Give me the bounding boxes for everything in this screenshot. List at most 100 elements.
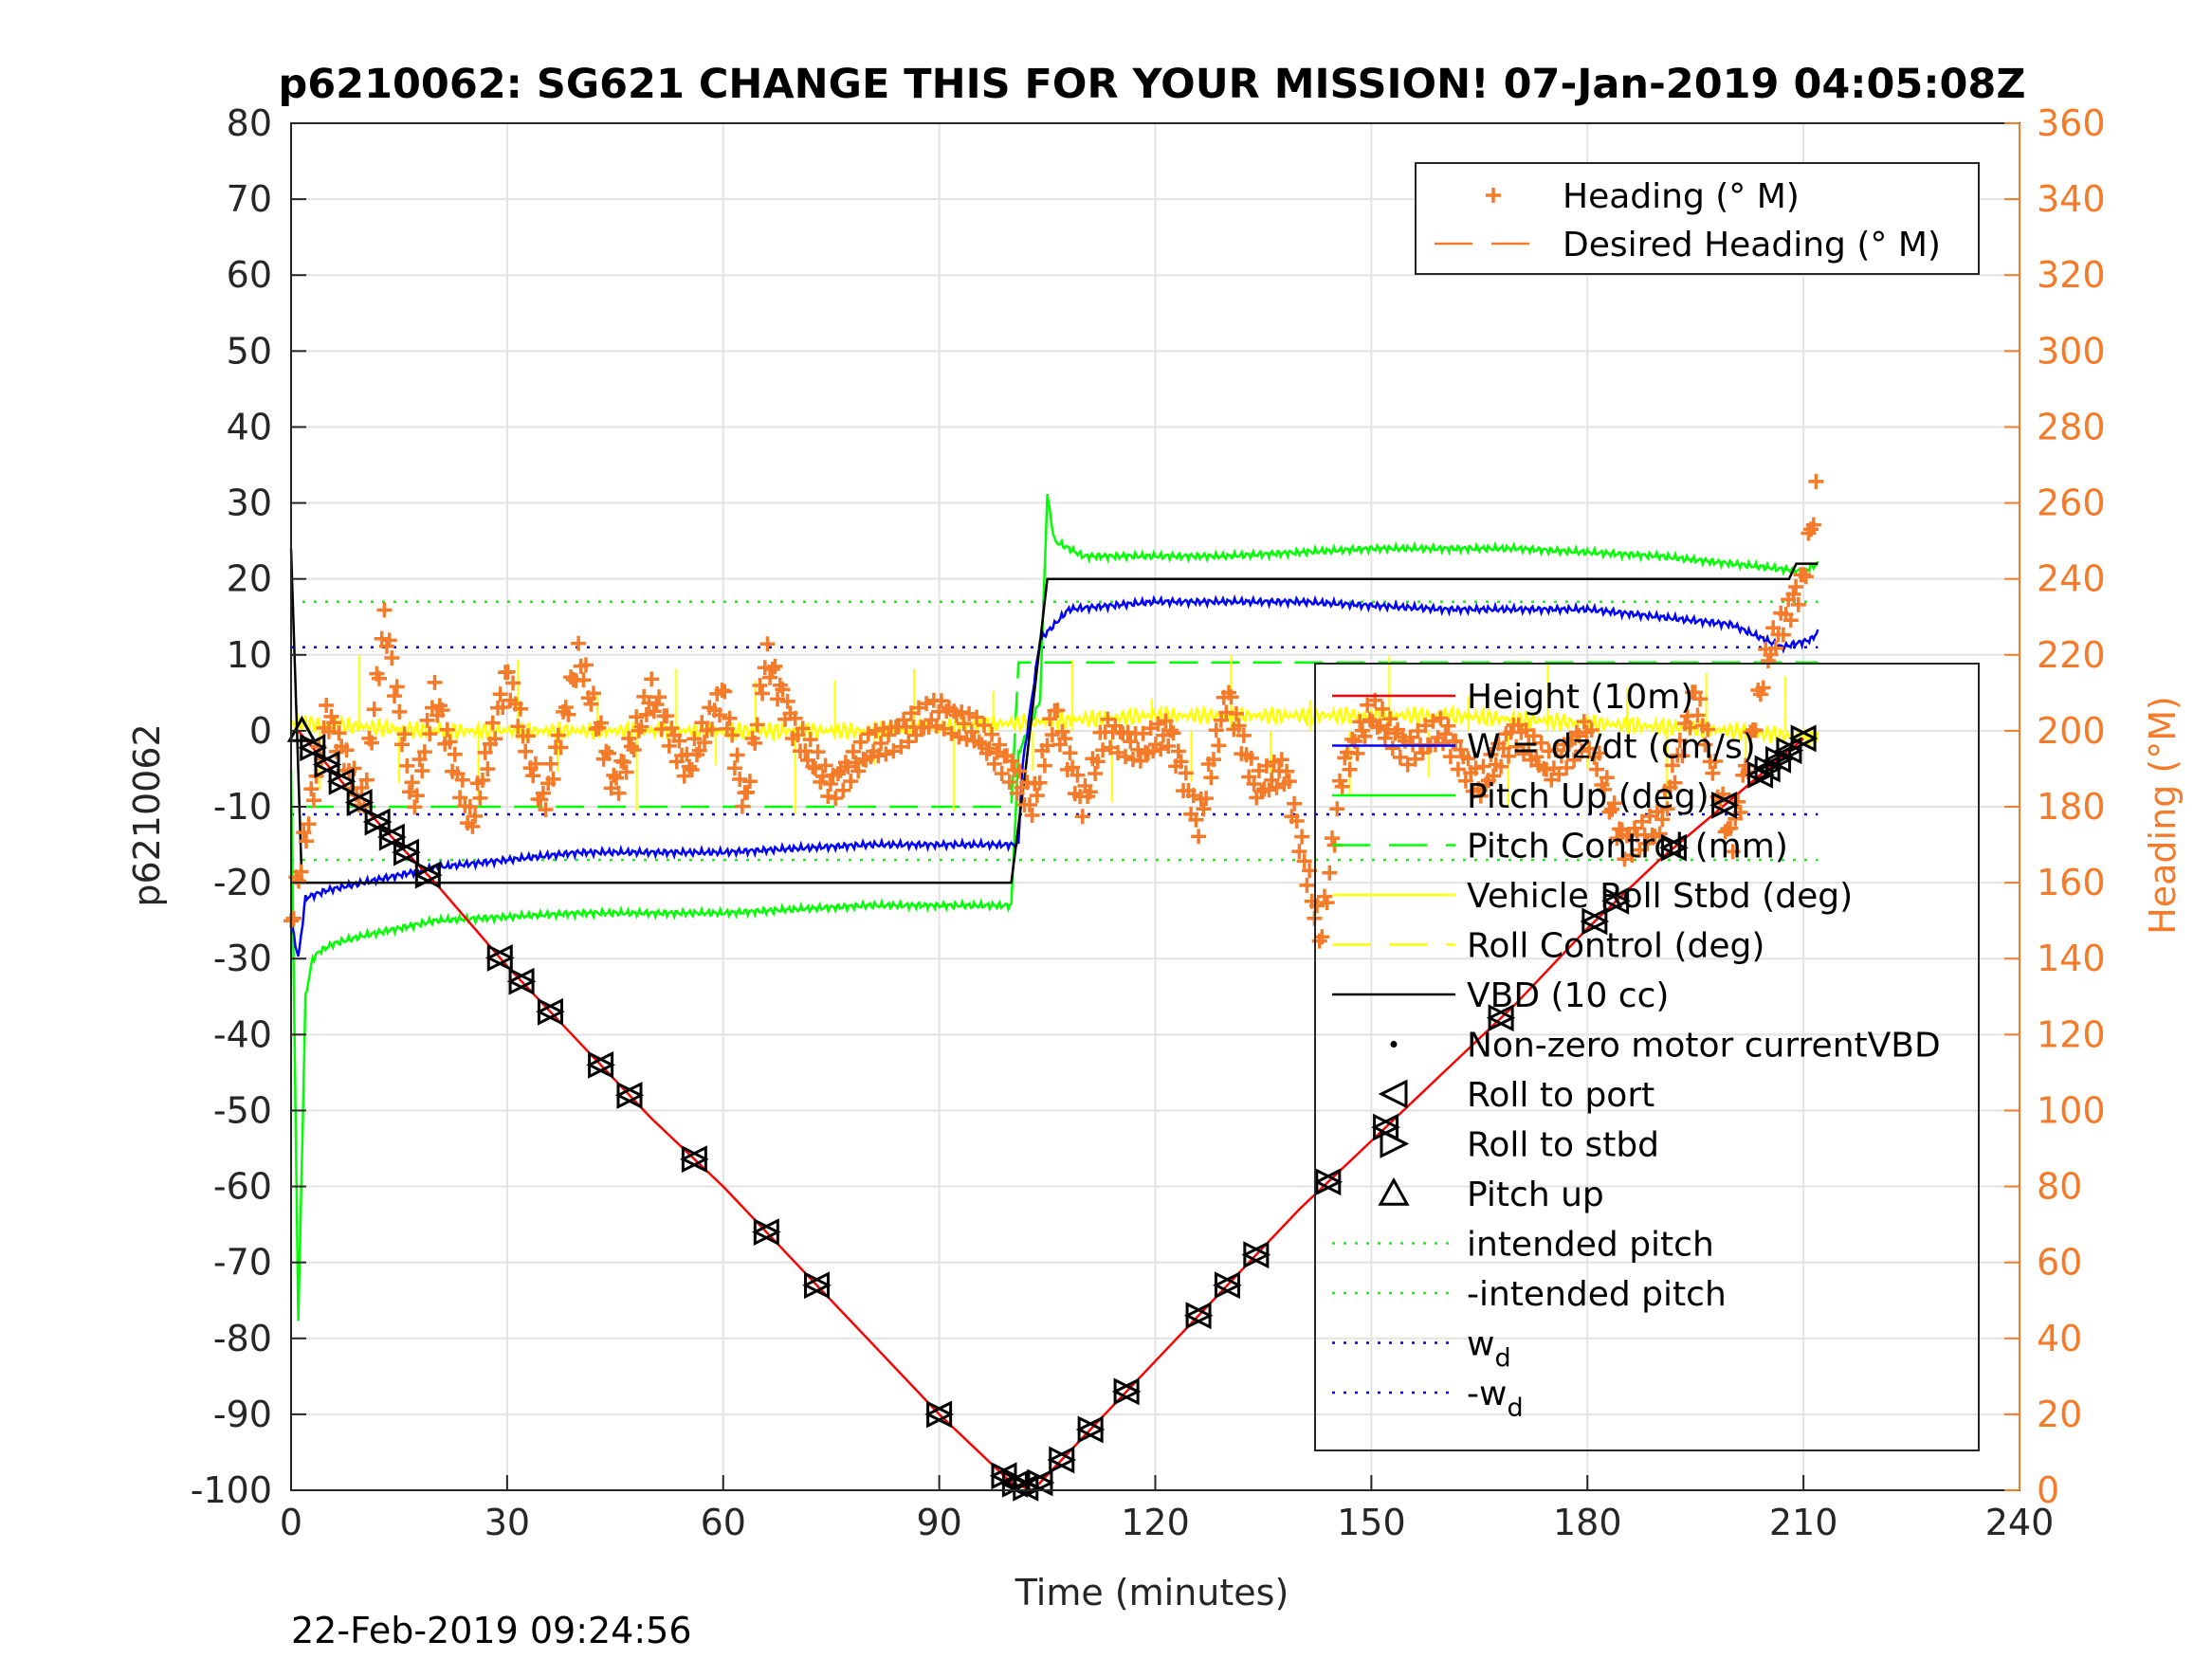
y2-tick-label: 20 [2037,1394,2082,1435]
y-tick-label: -60 [213,1166,272,1208]
roll-to-stbd-marker [1185,1302,1214,1330]
x-tick-label: 0 [280,1502,302,1543]
roll-to-stbd-marker [1049,1446,1077,1474]
x-tick-label: 60 [701,1502,746,1543]
roll-to-stbd-marker [1488,1004,1516,1032]
reference-lines [291,600,1819,862]
legend-label: Roll Control (deg) [1467,927,1764,966]
roll-to-stbd-marker [1027,1468,1055,1497]
y2-axis-ticks: 3603403203002802602402202001801601401201… [2004,102,2106,1511]
roll-to-stbd-marker [1013,1473,1041,1502]
y-tick-label: -30 [213,938,272,979]
legend-symbol [1380,1129,1410,1158]
roll-to-stbd-marker [378,823,407,851]
y-tick-label: 10 [227,634,272,676]
pitch-up-marker [286,715,317,742]
legend-symbol [1378,1079,1408,1109]
roll-to-stbd-marker [364,808,393,836]
legend-symbol [1390,1041,1398,1048]
x-tick-label: 90 [916,1502,961,1543]
legend-label: Roll to stbd [1467,1126,1659,1165]
y2-tick-label: 100 [2037,1089,2106,1131]
roll-to-stbd-marker [1603,886,1631,915]
roll-to-stbd-marker [393,838,421,866]
y2-tick-label: 360 [2037,102,2106,144]
series-pitch-up [289,494,1819,1322]
y-tick-label: 30 [227,483,272,524]
legend-heading: Heading (° M) Desired Heading (° M) [1415,162,1980,275]
y-tick-label: -40 [213,1013,272,1055]
y2-tick-label: 280 [2037,406,2106,447]
roll-to-stbd-marker [1660,833,1689,862]
y2-tick-label: 140 [2037,938,2106,979]
roll-to-stbd-marker [346,789,375,816]
y2-tick-label: 260 [2037,483,2106,524]
x-tick-label: 150 [1337,1502,1406,1543]
y2-tick-label: 80 [2037,1166,2082,1208]
y2-tick-label: 200 [2037,710,2106,752]
roll-to-stbd-marker [508,967,537,995]
legend-subscript: d [1494,1344,1510,1374]
y2-tick-label: 340 [2037,178,2106,220]
y-tick-label: -70 [213,1242,272,1284]
roll-to-stbd-marker [314,751,342,778]
roll-to-stbd-marker [1315,1168,1344,1196]
y-tick-label: -10 [213,786,272,828]
x-tick-label: 210 [1769,1502,1838,1543]
y2-tick-label: 60 [2037,1242,2082,1284]
series-w [289,593,1819,957]
x-axis-label: Time (minutes) [1015,1572,1289,1613]
roll-to-stbd-marker [328,767,356,795]
roll-to-stbd-marker [1214,1271,1242,1300]
roll-to-stbd-marker [753,1218,781,1247]
y-tick-label: 70 [227,178,272,220]
legend-label: -intended pitch [1467,1275,1727,1314]
y2-tick-label: 0 [2037,1469,2059,1511]
x-tick-label: 120 [1121,1502,1190,1543]
x-tick-label: 180 [1553,1502,1622,1543]
legend-label: Pitch up [1467,1176,1604,1214]
roll-to-stbd-marker [1711,791,1739,819]
y2-tick-label: 320 [2037,254,2106,296]
y2-tick-label: 300 [2037,330,2106,372]
roll-to-stbd-marker [1077,1415,1106,1444]
legend-subscript: d [1507,1394,1523,1423]
x-tick-label: 30 [484,1502,530,1543]
y-axis-ticks: 80 70 60 50 40 30 20 10 0 -10 -20 -30 -40 -50 -60 -70 -8… [191,102,306,1511]
legend-heading-marker [1486,188,1501,203]
roll-to-stbd-marker [537,997,565,1026]
legend-label: Vehicle Roll Stbd (deg) [1467,877,1853,916]
y-tick-label: -80 [213,1318,272,1359]
y-tick-label: -20 [213,862,272,903]
roll-to-stbd-marker [486,943,515,972]
roll-to-stbd-marker [803,1271,832,1300]
y-tick-label: 80 [227,102,272,144]
y2-tick-label: 240 [2037,558,2106,600]
x-axis-ticks: 0 30 60 90 120 150 180 210 240 [280,1475,2054,1543]
y-tick-label: -100 [191,1469,272,1511]
legend-label: Pitch Control (mm) [1467,828,1788,866]
roll-to-stbd-marker [1581,907,1610,936]
legend-desired-heading-label: Desired Heading (° M) [1563,226,1941,264]
y2-axis-label: Heading (°M) [2142,696,2184,935]
series-vbd [289,548,1819,884]
roll-to-stbd-marker [1776,737,1804,765]
roll-to-stbd-marker [616,1081,645,1109]
y2-tick-label: 40 [2037,1318,2082,1359]
y2-tick-label: 120 [2037,1013,2106,1055]
roll-to-stbd-marker [681,1145,709,1174]
legend-label: Roll to port [1467,1076,1654,1115]
y-axis-label: p6210062 [126,723,168,906]
series-pitch-control [305,661,1819,809]
roll-to-stbd-marker [1790,724,1819,753]
x-tick-label: 240 [1985,1502,2055,1543]
roll-to-stbd-marker [1243,1241,1271,1269]
roll-to-stbd-marker [414,861,443,889]
legend-heading-box [1415,162,1980,275]
y2-tick-label: 220 [2037,634,2106,676]
legend-label: W = dz/dt (cm/s) [1467,728,1756,767]
roll-to-stbd-marker [1113,1377,1142,1406]
legend-heading-label: Heading (° M) [1563,177,1800,216]
y-tick-label: 40 [227,406,272,447]
y-tick-label: 0 [249,710,272,752]
